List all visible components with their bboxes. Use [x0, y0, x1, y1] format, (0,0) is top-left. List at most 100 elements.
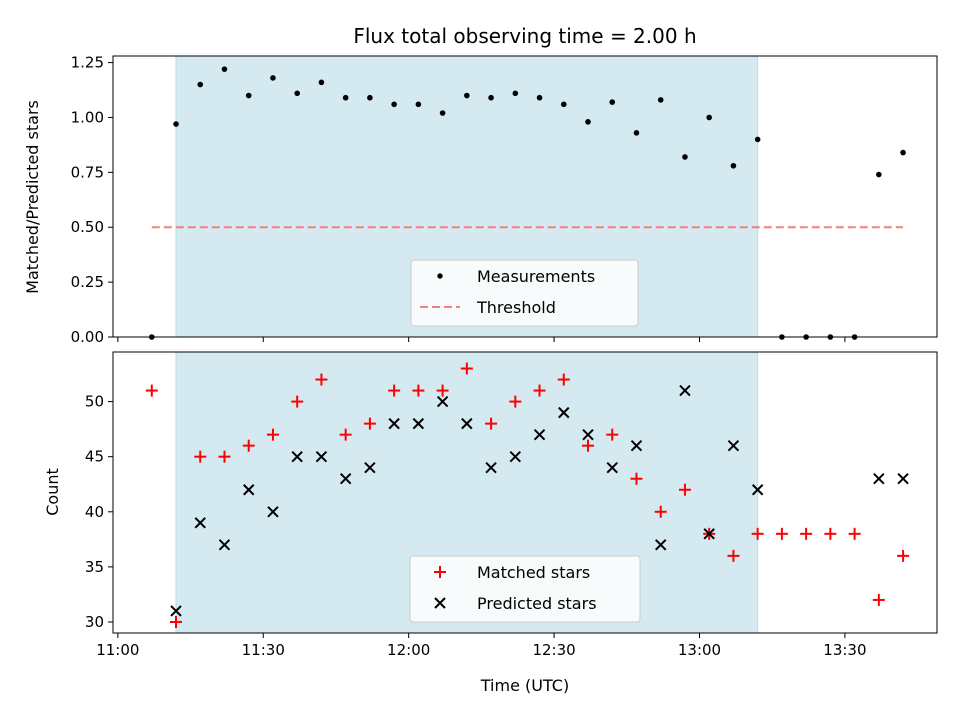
top-y-tick-label: 0.50 — [71, 218, 104, 236]
top-y-tick-label: 0.25 — [71, 273, 104, 291]
measurement-point — [415, 101, 422, 108]
predicted-star-point — [751, 484, 764, 496]
predicted-star-point — [655, 539, 667, 551]
measurement-point — [682, 154, 688, 160]
matched-star-point — [751, 527, 764, 540]
predicted-stars-legend-label: Predicted stars — [477, 594, 597, 613]
bottom-x-tick-label: 13:30 — [823, 641, 866, 659]
top-y-tick-label: 1.25 — [71, 54, 104, 72]
top-panel-frame — [112, 55, 938, 338]
measurement-point — [488, 94, 494, 101]
bottom-y-tick-label: 40 — [85, 503, 104, 521]
matched-star-point — [145, 384, 158, 397]
measurement-point — [464, 92, 470, 99]
predicted-star-point — [606, 461, 618, 474]
measurement-point — [706, 114, 712, 121]
predicted-star-point — [267, 506, 279, 518]
measurement-point — [876, 171, 882, 178]
matched-star-point — [533, 384, 546, 397]
measurement-point — [900, 149, 906, 156]
matched-star-point — [218, 450, 231, 463]
predicted-star-point — [873, 473, 885, 485]
bottom-legend: Matched stars Predicted stars — [409, 555, 641, 623]
measurement-point — [609, 99, 616, 105]
chart-title: Flux total observing time = 2.00 h — [353, 24, 696, 48]
matched-star-point — [460, 362, 473, 375]
measurement-point — [536, 94, 543, 101]
top-y-tick-label: 0.00 — [71, 328, 104, 346]
matched-star-point — [897, 549, 910, 562]
top-y-tick-label: 1.00 — [71, 108, 104, 126]
predicted-star-point — [315, 450, 328, 463]
bottom-y-tick-label: 35 — [85, 558, 104, 576]
matched-star-point — [363, 417, 376, 430]
predicted-star-point — [291, 450, 303, 463]
bottom-y-axis-label: Count — [43, 468, 62, 516]
predicted-star-point — [703, 528, 715, 540]
measurement-point — [391, 101, 397, 108]
matched-star-point — [291, 395, 304, 408]
bottom-legend-box — [409, 555, 641, 623]
matched-star-point — [170, 615, 183, 628]
predicted-star-point — [727, 439, 740, 452]
bottom-y-tick-label: 30 — [85, 613, 104, 631]
matched-star-point — [848, 527, 861, 540]
predicted-star-point — [582, 428, 594, 441]
predicted-star-point — [436, 395, 449, 408]
matched-star-point — [509, 395, 522, 408]
top-legend-box — [410, 259, 639, 327]
predicted-star-point — [679, 384, 691, 397]
measurement-point — [512, 90, 519, 97]
top-legend: Measurements Threshold — [410, 259, 639, 327]
matched-star-point — [194, 450, 207, 463]
bottom-x-tick-label: 11:30 — [242, 641, 285, 659]
measurement-point — [367, 94, 373, 101]
matched-star-point — [727, 549, 740, 562]
bottom-x-tick-label: 12:30 — [532, 641, 575, 659]
bottom-y-tick-label: 45 — [85, 448, 104, 466]
measurement-point — [221, 66, 228, 72]
matched-star-point — [339, 428, 352, 441]
matched-star-point — [557, 373, 570, 386]
measurement-point — [270, 75, 276, 81]
predicted-star-point — [218, 539, 231, 551]
matched-star-point — [678, 483, 691, 496]
matched-star-point — [436, 384, 449, 397]
matched-star-point — [412, 384, 425, 397]
predicted-star-point — [243, 484, 255, 496]
measurement-point — [754, 136, 761, 143]
predicted-star-point — [485, 461, 497, 474]
bottom-x-tick-label: 11:00 — [96, 641, 139, 659]
predicted-star-point — [364, 461, 376, 474]
measurement-point — [657, 97, 664, 103]
predicted-star-point — [194, 517, 206, 529]
measurements-legend-marker — [437, 273, 443, 279]
matched-star-point — [606, 428, 619, 441]
measurement-point — [633, 130, 640, 136]
measurements-legend-label: Measurements — [477, 267, 595, 286]
measurement-point — [560, 101, 567, 108]
top-y-tick-label: 0.75 — [71, 163, 104, 181]
predicted-star-point — [339, 473, 352, 485]
matched-star-point — [485, 417, 498, 430]
matched-star-point — [800, 527, 813, 540]
predicted-star-point — [461, 417, 473, 430]
matched-stars-legend-label: Matched stars — [477, 563, 590, 582]
bottom-x-tick-label: 13:00 — [678, 641, 721, 659]
measurement-point — [197, 81, 204, 88]
top-y-axis-label: Matched/Predicted stars — [23, 100, 42, 294]
predicted-star-point — [509, 450, 522, 463]
matched-star-point — [242, 439, 255, 452]
x-axis-label: Time (UTC) — [480, 676, 569, 695]
bottom-panel-frame — [112, 351, 938, 634]
predicted-star-point — [533, 428, 546, 441]
measurement-point — [173, 121, 179, 127]
matched-star-point — [266, 428, 279, 441]
matched-star-point — [388, 384, 401, 397]
matched-star-point — [582, 439, 595, 452]
measurement-point — [439, 110, 446, 116]
bottom-x-tick-label: 12:00 — [387, 641, 430, 659]
measurement-point — [730, 162, 737, 169]
matched-star-point — [824, 527, 837, 540]
